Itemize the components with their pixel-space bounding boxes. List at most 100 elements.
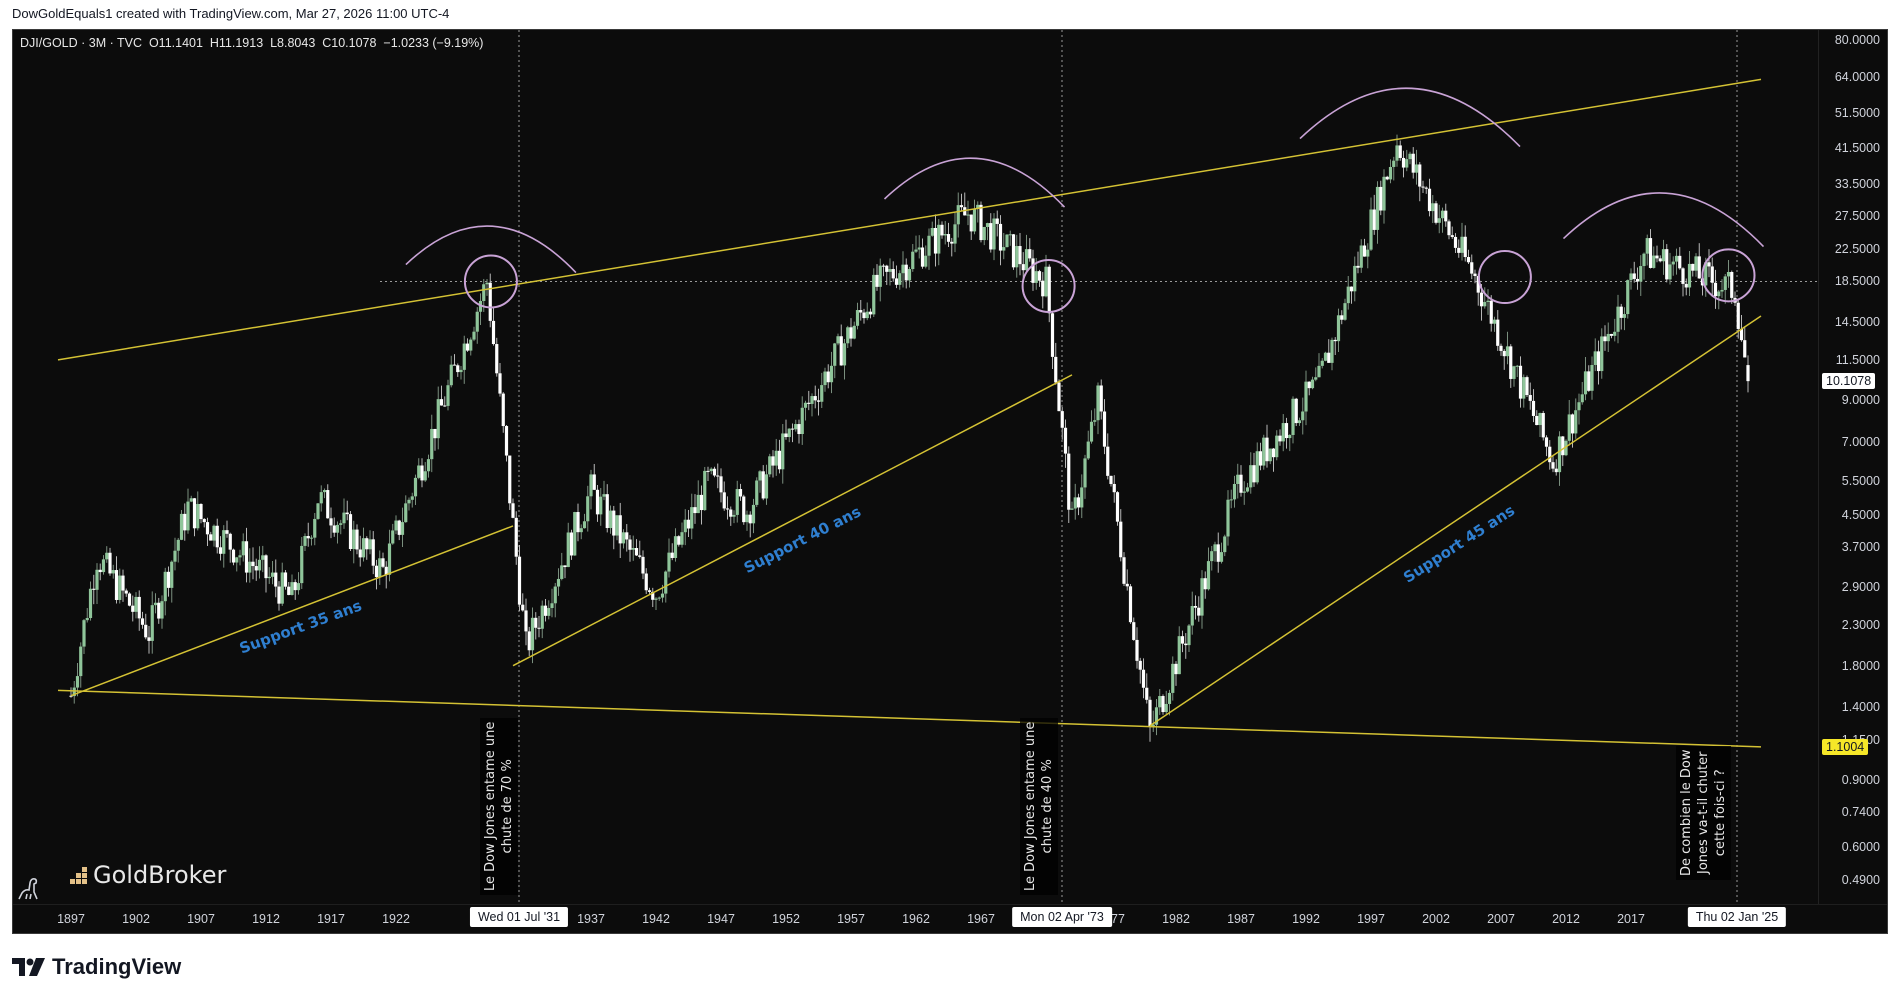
time-tick: 1987 bbox=[1227, 912, 1255, 926]
candle-body bbox=[608, 510, 613, 529]
candle-body bbox=[521, 604, 525, 611]
candle-body bbox=[566, 532, 570, 568]
candle-body bbox=[777, 450, 782, 470]
candle-body bbox=[345, 512, 349, 515]
peak-circle-marker bbox=[1477, 250, 1532, 305]
candle-body bbox=[1008, 234, 1012, 236]
candle-body bbox=[703, 470, 707, 511]
candle-body bbox=[950, 241, 954, 244]
candle-body bbox=[485, 282, 489, 285]
candle-body bbox=[820, 385, 824, 402]
candle-body bbox=[365, 538, 369, 550]
candle-body bbox=[127, 593, 132, 606]
price-axis-separator bbox=[1818, 30, 1819, 905]
candle-body bbox=[1353, 265, 1357, 292]
candle-body bbox=[690, 507, 694, 529]
price-tick: 41.5000 bbox=[1834, 141, 1880, 156]
candle-body bbox=[956, 205, 960, 225]
candle-body bbox=[79, 646, 83, 677]
candle-body bbox=[979, 204, 983, 241]
time-tick: 1922 bbox=[382, 912, 410, 926]
candle-body bbox=[1268, 448, 1272, 462]
candle-body bbox=[1050, 313, 1055, 357]
candle-body bbox=[547, 608, 551, 616]
candle-body bbox=[1138, 660, 1142, 670]
candle-body bbox=[261, 555, 265, 560]
candle-body bbox=[1541, 413, 1545, 438]
candle-body bbox=[160, 601, 164, 619]
top-arc-marker bbox=[1562, 192, 1765, 248]
candle-body bbox=[1109, 475, 1113, 484]
candle-body bbox=[735, 489, 739, 515]
candle-body bbox=[1710, 266, 1714, 283]
candle-body bbox=[553, 586, 557, 604]
candle-body bbox=[1356, 265, 1360, 268]
candle-body bbox=[605, 494, 609, 529]
candle-body bbox=[1518, 365, 1523, 399]
price-tick: 1.8000 bbox=[1841, 658, 1880, 673]
candle-body bbox=[1596, 351, 1601, 372]
candle-body bbox=[657, 597, 661, 599]
candle-body bbox=[888, 269, 892, 272]
candle-body bbox=[810, 396, 814, 404]
candle-body bbox=[1570, 414, 1575, 434]
candle-body bbox=[1213, 544, 1217, 552]
symbol-legend: DJI/GOLD · 3M · TVC O11.1401 H11.1913 L8… bbox=[20, 36, 484, 50]
candle-body bbox=[1645, 238, 1649, 254]
crosshair-date-1973: Mon 02 Apr '73 bbox=[1012, 907, 1112, 927]
candle-body bbox=[205, 522, 210, 535]
candle-body bbox=[1505, 346, 1510, 357]
candle-body bbox=[972, 209, 977, 232]
price-tick: 33.5000 bbox=[1834, 176, 1880, 191]
candle-body bbox=[1330, 339, 1334, 363]
candle-body bbox=[904, 264, 908, 281]
tradingview-logo[interactable]: TradingView bbox=[12, 954, 181, 980]
candle-body bbox=[1288, 434, 1292, 439]
candle-body bbox=[764, 474, 769, 499]
trendline bbox=[57, 78, 1762, 361]
candle-body bbox=[482, 284, 486, 301]
candle-body bbox=[1333, 339, 1337, 342]
candle-body bbox=[1593, 351, 1597, 365]
candle-body bbox=[524, 610, 528, 632]
candle-body bbox=[1499, 345, 1503, 351]
candle-body bbox=[582, 521, 587, 529]
candle-body bbox=[329, 518, 333, 526]
candle-body bbox=[1073, 497, 1077, 509]
candle-body bbox=[1015, 246, 1019, 268]
candle-body bbox=[150, 605, 154, 641]
candle-body bbox=[186, 501, 190, 531]
candle-body bbox=[959, 205, 964, 208]
candle-body bbox=[1294, 398, 1298, 424]
candle-body bbox=[771, 456, 775, 466]
candle-body bbox=[1135, 639, 1139, 661]
candle-body bbox=[1671, 261, 1675, 265]
candle-body bbox=[1005, 234, 1009, 248]
candle-body bbox=[287, 586, 291, 595]
candle-body bbox=[1525, 377, 1529, 396]
chart-pane[interactable] bbox=[12, 29, 1888, 934]
candle-body bbox=[1346, 286, 1350, 304]
candle-body bbox=[137, 596, 141, 619]
candle-body bbox=[196, 503, 200, 529]
candle-body bbox=[745, 514, 749, 523]
candle-body bbox=[1746, 365, 1750, 382]
candle-body bbox=[378, 558, 382, 578]
candle-body bbox=[1613, 331, 1617, 336]
candle-body bbox=[1717, 291, 1721, 297]
candle-body bbox=[875, 274, 879, 287]
candle-body bbox=[348, 514, 353, 550]
price-tick: 9.0000 bbox=[1841, 393, 1880, 408]
candle-body bbox=[420, 465, 424, 481]
price-tick: 22.5000 bbox=[1834, 242, 1880, 257]
candle-body bbox=[98, 569, 102, 573]
candle-body bbox=[644, 573, 648, 591]
candle-body bbox=[1590, 364, 1594, 391]
candle-body bbox=[540, 605, 544, 629]
trendline bbox=[70, 525, 514, 697]
candle-body bbox=[241, 541, 245, 556]
annotation-2025: De combien le Dow Jones va-t-il chuter c… bbox=[1676, 745, 1731, 880]
candle-body bbox=[1739, 328, 1744, 341]
candle-body bbox=[1128, 586, 1133, 623]
